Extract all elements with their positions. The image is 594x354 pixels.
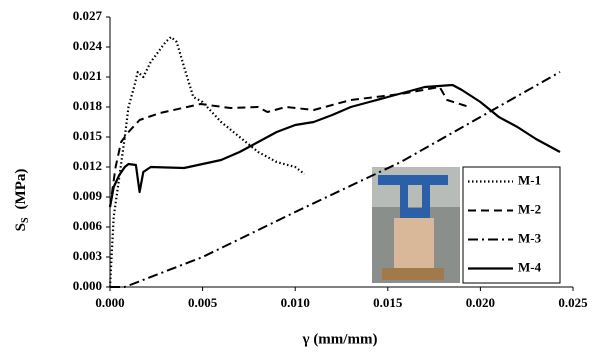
legend-label: M-3 [518,230,542,245]
photo-frame [378,175,448,185]
x-tick-label: 0.000 [95,295,124,310]
y-axis-label: SS (MPa) [13,169,31,232]
y-tick-label: 0.003 [73,248,103,263]
y-tick-label: 0.006 [73,218,103,233]
series-line [108,83,561,208]
y-label-main: S [13,223,29,231]
photo-base [382,268,444,280]
photo-plate [402,208,428,218]
x-tick-label: 0.015 [373,295,403,310]
x-axis-label: γ (mm/mm) [302,331,378,347]
photo-specimen [394,218,434,273]
y-tick-label: 0.012 [73,158,102,173]
photo-post [422,185,430,230]
y-tick-label: 0.000 [73,278,102,293]
series-line [109,86,470,208]
series-line [110,71,561,288]
x-tick-label: 0.020 [466,295,495,310]
photo-wall [372,167,460,207]
y-tick-label: 0.021 [73,68,102,83]
x-tick-label: 0.010 [281,295,310,310]
y-tick-label: 0.009 [73,188,103,203]
legend-label: M-2 [518,201,541,216]
photo-inset [372,167,460,283]
y-tick-label: 0.018 [73,98,103,113]
legend-label: M-4 [518,259,542,274]
photo-post [400,185,408,230]
series-line [108,35,306,288]
y-tick-label: 0.027 [73,8,103,23]
y-label-unit: (MPa) [13,169,29,210]
x-tick-label: 0.005 [188,295,218,310]
y-label-sub: S [20,217,31,223]
legend-box [462,166,561,284]
legend-label: M-1 [518,172,541,187]
y-tick-label: 0.015 [73,128,103,143]
y-tick-label: 0.024 [73,38,103,53]
x-tick-label: 0.025 [558,295,588,310]
